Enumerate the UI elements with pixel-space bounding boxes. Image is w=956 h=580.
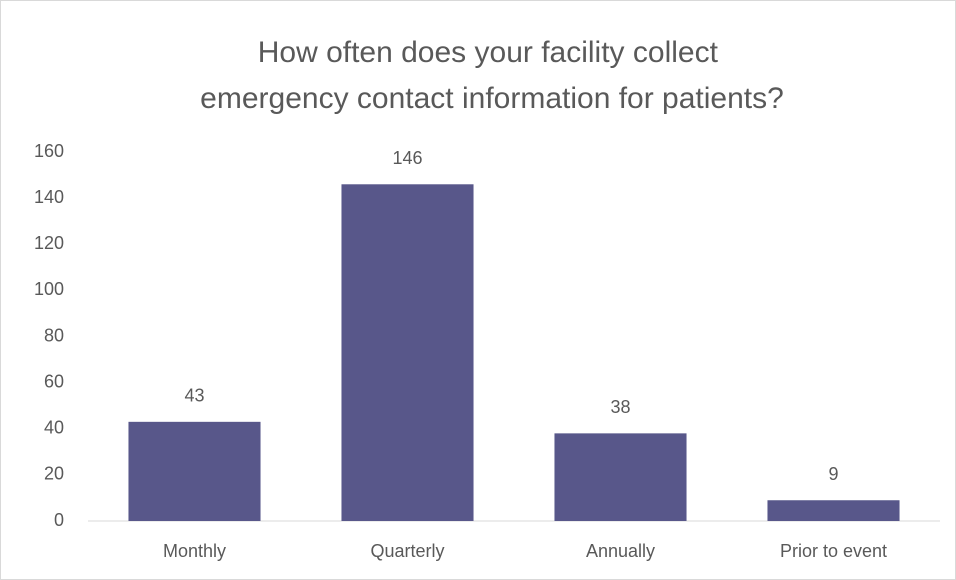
y-tick-label: 140 [34,187,64,207]
title-line: emergency contact information for patien… [200,82,784,115]
y-tick-label: 100 [34,279,64,299]
y-tick-label: 120 [34,233,64,253]
data-label: 9 [828,464,838,484]
x-tick-label: Prior to event [780,541,887,561]
y-tick-label: 80 [44,325,64,345]
title-line: How often does your facility collect [258,36,719,69]
data-label: 146 [392,148,422,168]
data-label: 43 [184,386,204,406]
y-tick-label: 20 [44,464,64,484]
bar [341,184,474,521]
x-tick-label: Quarterly [370,541,444,561]
bar [128,421,261,521]
y-tick-label: 0 [54,510,64,530]
y-tick-label: 160 [34,141,64,161]
x-tick-label: Annually [586,541,655,561]
bar [554,433,687,521]
bar [767,500,900,521]
x-tick-label: Monthly [163,541,226,561]
data-label: 38 [610,397,630,417]
chart-title: How often does your facility collect eme… [200,36,784,115]
y-tick-label: 40 [44,418,64,438]
y-tick-label: 60 [44,371,64,391]
